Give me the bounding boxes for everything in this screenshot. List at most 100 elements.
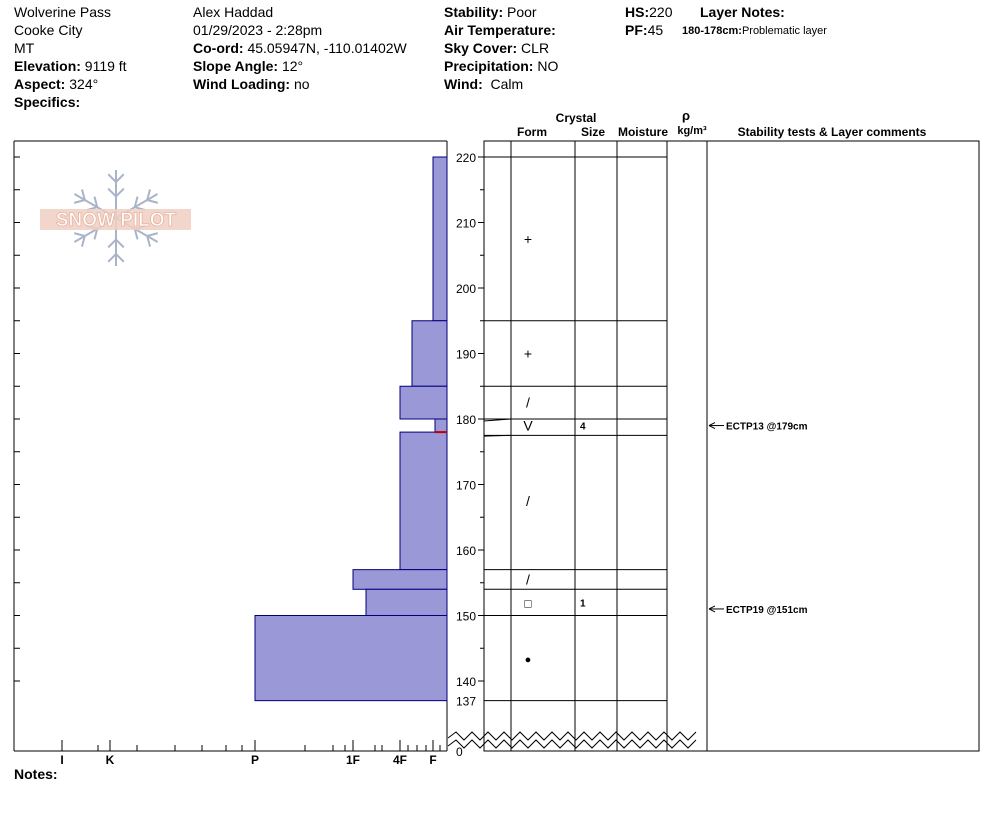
logo-text: SNOW PILOT (56, 210, 177, 231)
wind-label: Wind: (444, 76, 483, 92)
elevation-label: Elevation: (14, 58, 81, 74)
elevation-row: Elevation: 9119 ft (14, 57, 127, 75)
snowflake-branch (133, 228, 139, 240)
height-tick-label: 140 (456, 675, 476, 689)
area-name: Cooke City (14, 22, 83, 38)
pf-value: 45 (647, 22, 664, 38)
coord-row: Co-ord: 45.05947N, -110.01402W (193, 39, 407, 57)
sky-label: Sky Cover: (444, 40, 518, 56)
hardness-bar (254, 615, 448, 702)
air-temp-row: Air Temperature: (444, 21, 558, 39)
crystal-size-value: 4 (580, 422, 586, 433)
sky-value: CLR (521, 40, 550, 56)
hardness-tick-label: 4F (393, 753, 407, 767)
snowflake-branch (133, 196, 139, 208)
height-tick-label: 220 (456, 151, 476, 165)
stability-test-arrowhead (708, 422, 716, 429)
density-unit-header: kg/m³ (677, 125, 707, 137)
stability-test-arrowhead (708, 605, 716, 613)
snowflake-branch (107, 238, 117, 249)
layer-notes-title: Layer Notes: (700, 3, 785, 21)
size-header: Size (581, 125, 605, 139)
height-tick-label: 200 (456, 282, 476, 296)
precip-row: Precipitation: NO (444, 57, 558, 75)
stability-comments-header: Stability tests & Layer comments (738, 125, 927, 139)
wind-loading-label: Wind Loading: (193, 76, 291, 92)
stability-test-label: ECTP13 @179cm (726, 422, 808, 433)
notes-row: Notes: (14, 765, 58, 783)
wind-loading-row: Wind Loading: no (193, 75, 407, 93)
wind-row: Wind: Calm (444, 75, 558, 93)
rho-header: ρ (682, 108, 690, 123)
hardness-bar (399, 431, 448, 571)
height-tick-label: 150 (456, 610, 476, 624)
hardness-tick-label: K (106, 753, 115, 767)
height-tick-label: 210 (456, 217, 476, 231)
snowflake-branch (107, 187, 117, 198)
snowflake-branch (115, 253, 125, 263)
snowflake-branch (146, 199, 159, 204)
precip-label: Precipitation: (444, 58, 534, 74)
height-axis: 220 210 200 190 180 170 160 150 140 137 0 (456, 151, 484, 759)
height-tick-label: 190 (456, 348, 476, 362)
snowflake-branch (146, 189, 151, 201)
hardness-tick-label: F (429, 753, 436, 767)
form-header: Form (517, 125, 547, 139)
crystal-form-symbol: / (526, 493, 530, 509)
crystal-form-symbol: V (523, 418, 533, 434)
layer-connector (483, 418, 512, 422)
aspect-row: Aspect: 324° (14, 75, 127, 93)
snowflake-branch (107, 173, 117, 183)
air-temp-label: Air Temperature: (444, 22, 556, 38)
snowflake-branch (115, 173, 125, 183)
coord-label: Co-ord: (193, 40, 244, 56)
crystal-form-symbol: / (526, 395, 530, 411)
height-base-label: 137 (456, 695, 476, 709)
layer-note-text: Problematic layer (741, 25, 827, 37)
height-tick-label: 160 (456, 544, 476, 558)
location-name: Wolverine Pass (14, 4, 112, 20)
hardness-bars (254, 156, 448, 702)
hardness-axis: I K P 1F 4F F (60, 740, 441, 767)
elevation-value: 9119 ft (84, 58, 127, 74)
wind-value: Calm (490, 76, 524, 92)
slope-label: Slope Angle: (193, 58, 279, 74)
height-zero-label: 0 (456, 745, 463, 759)
snowflake-branch (115, 187, 125, 198)
snowflake-branch (81, 189, 86, 201)
crystal-size-value: 1 (580, 598, 586, 609)
hs-row: HS:220 (625, 3, 672, 21)
observer-name: Alex Haddad (193, 4, 274, 20)
stability-value: Poor (507, 4, 537, 20)
slope-row: Slope Angle: 12° (193, 57, 407, 75)
hs-value: 220 (649, 4, 673, 20)
crystal-form-symbol: + (524, 231, 532, 247)
hs-label: HS: (625, 4, 650, 20)
snowflake-branch (73, 199, 86, 204)
sky-row: Sky Cover: CLR (444, 39, 558, 57)
snowflake-branch (107, 253, 117, 263)
hardness-bar (434, 418, 448, 433)
stability-test-label: ECTP19 @151cm (726, 605, 808, 616)
wind-loading-value: no (293, 76, 310, 92)
hardness-tick-label: P (251, 753, 259, 767)
hardness-bar (352, 569, 448, 590)
crystal-form-symbol: / (526, 571, 530, 587)
stability-label: Stability: (444, 4, 504, 20)
aspect-value: 324° (69, 76, 99, 92)
snowflake-branch (73, 232, 86, 237)
layer-note-range: 180-178cm: (682, 25, 742, 37)
crystal-form-symbol: + (524, 346, 532, 362)
layer-rows: + + / V 4 / / □ 1 ● (483, 156, 667, 702)
state-name: MT (14, 40, 35, 56)
layer-connector (483, 434, 512, 437)
hardness-tick-label: I (60, 753, 63, 767)
logo-band (40, 209, 191, 230)
layer-note-row: 180-178cm:Problematic layer (682, 22, 827, 40)
precip-value: NO (537, 58, 559, 74)
pf-row: PF:45 (625, 21, 672, 39)
coord-value: 45.05947N, -110.01402W (247, 40, 407, 56)
snowflake-branch (146, 235, 151, 247)
scale-break-bottom (447, 739, 697, 749)
snowflake-branch (115, 238, 125, 249)
